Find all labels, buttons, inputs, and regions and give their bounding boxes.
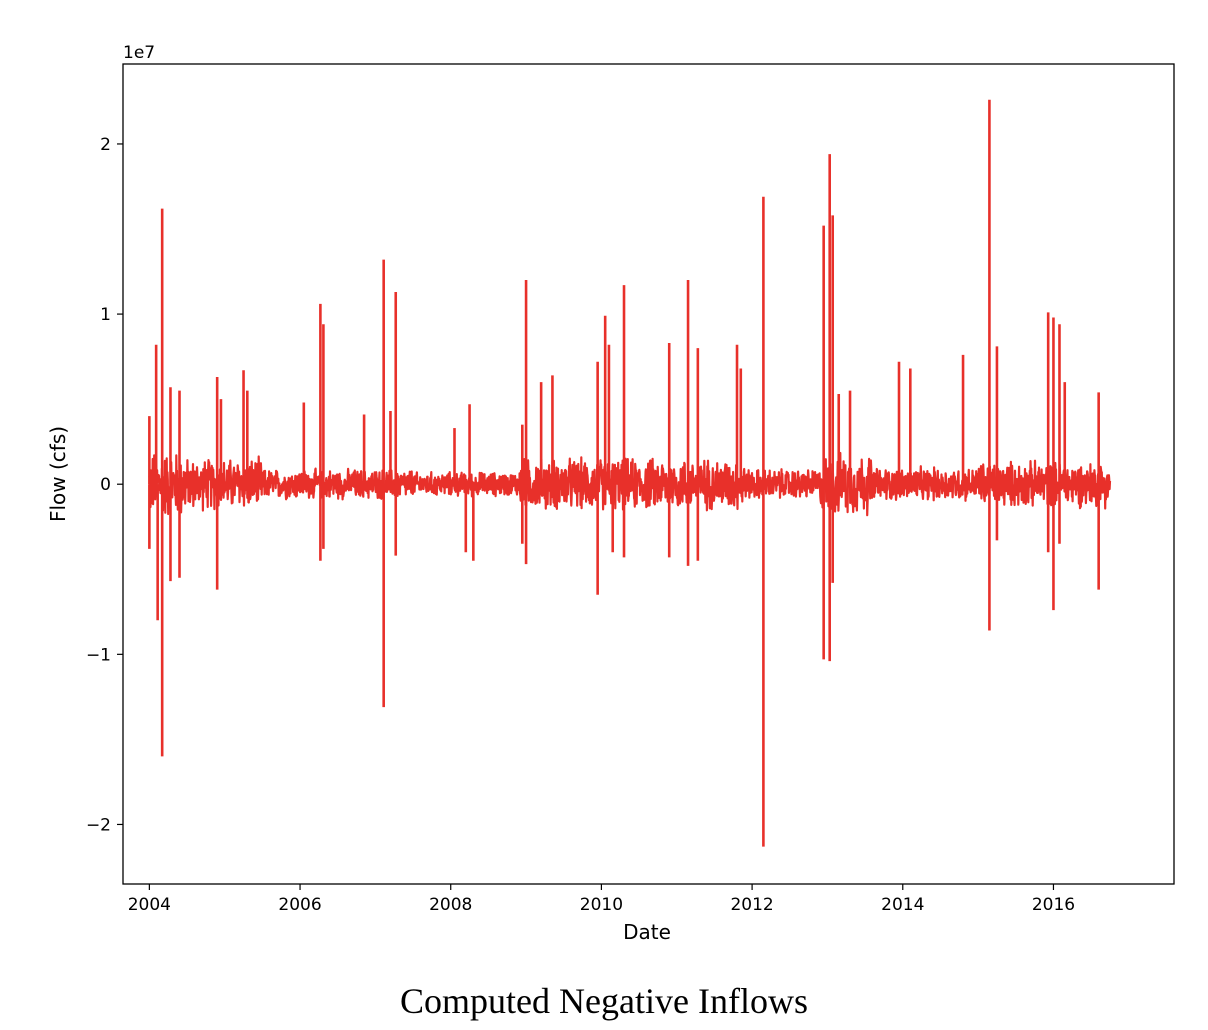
x-tick-label: 2008 xyxy=(429,895,472,915)
flow-chart: 1e7 2004 2006 2008 2010 2012 2014 2016 2 1 0 −1 −2… xyxy=(46,43,1175,944)
y-axis-label: Flow (cfs) xyxy=(46,426,70,522)
y-axis-ticks: 2 1 0 −1 −2 xyxy=(86,135,123,835)
x-tick-label: 2004 xyxy=(128,895,171,915)
x-tick-label: 2006 xyxy=(278,895,321,915)
plot-frame xyxy=(122,63,1175,885)
x-tick-label: 2014 xyxy=(881,895,924,915)
x-axis-ticks: 2004 2006 2008 2010 2012 2014 2016 xyxy=(128,884,1075,915)
figure-caption: Computed Negative Inflows xyxy=(400,981,808,1021)
x-tick-label: 2010 xyxy=(580,895,623,915)
y-tick-label: −1 xyxy=(86,645,111,665)
x-axis-label: Date xyxy=(623,920,671,944)
y-tick-label: 2 xyxy=(100,135,111,155)
y-tick-label: −2 xyxy=(86,815,111,835)
x-tick-label: 2016 xyxy=(1032,895,1075,915)
x-tick-label: 2012 xyxy=(730,895,773,915)
y-tick-label: 1 xyxy=(100,305,111,325)
y-tick-label: 0 xyxy=(100,475,111,495)
series-line xyxy=(148,451,1112,517)
flow-series xyxy=(148,99,1112,847)
y-scale-label: 1e7 xyxy=(123,43,155,63)
